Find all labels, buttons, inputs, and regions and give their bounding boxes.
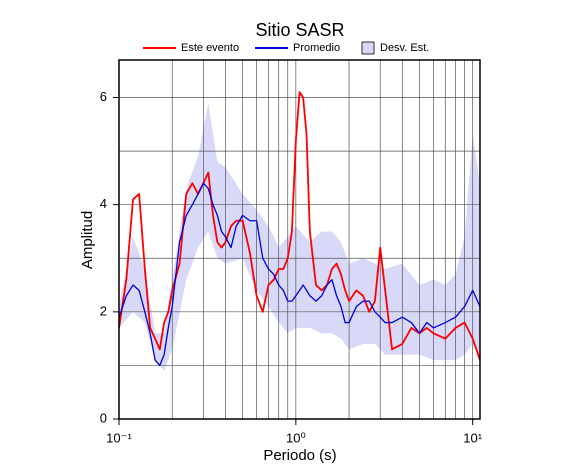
x-tick-label: 10⁰ [286,430,306,445]
y-tick-label: 0 [100,410,107,425]
plot-frame [118,59,481,420]
chart-title: Sitio SASR [255,20,344,40]
legend-label: Este evento [181,42,239,54]
legend-swatch [361,41,375,55]
legend-label: Promedio [293,42,340,54]
x-tick-label: 10⁻¹ [106,430,132,445]
std-band [119,102,480,371]
x-tick-label: 10¹ [463,430,482,445]
x-axis-label: Periodo (s) [263,447,336,464]
y-axis-label: Amplitud [79,211,96,269]
legend-label: Desv. Est. [380,42,429,54]
series-line [118,182,481,367]
y-tick-label: 4 [100,196,107,211]
y-tick-label: 6 [100,89,107,104]
y-tick-label: 2 [100,303,107,318]
